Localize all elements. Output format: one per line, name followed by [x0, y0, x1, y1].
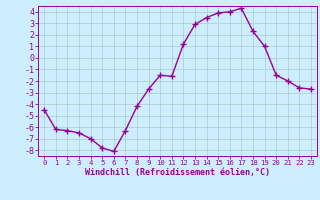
X-axis label: Windchill (Refroidissement éolien,°C): Windchill (Refroidissement éolien,°C): [85, 168, 270, 177]
